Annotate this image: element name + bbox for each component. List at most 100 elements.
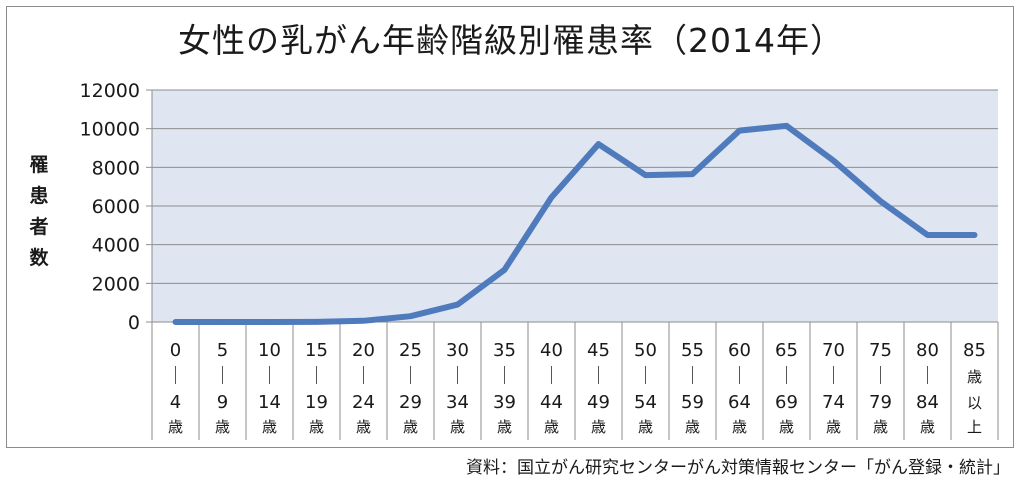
- data-point: [174, 320, 177, 324]
- y-axis-ticks: 12000 10000 8000 6000 4000 2000 0: [80, 80, 153, 334]
- x-category-text: 35: [493, 340, 516, 361]
- x-category-text: ｜: [496, 366, 514, 387]
- x-category-text: 25: [399, 340, 422, 361]
- x-category-text: 5: [217, 340, 228, 361]
- x-category-label: 30 ｜ 34 歳: [446, 340, 469, 436]
- x-category-text: 75: [869, 340, 892, 361]
- x-category-text: 4: [170, 392, 181, 413]
- x-category-text: 20: [352, 340, 375, 361]
- x-category-text: ｜: [684, 366, 702, 387]
- y-tick-label: 0: [128, 312, 140, 334]
- x-category-text: 49: [587, 392, 610, 413]
- x-category-label: 55 ｜ 59 歳: [681, 340, 704, 436]
- data-point: [973, 233, 976, 237]
- x-category-text: 以: [967, 394, 982, 412]
- x-category-text: 55: [681, 340, 704, 361]
- x-category-text: 歳: [826, 418, 841, 436]
- x-category-text: 9: [217, 392, 228, 413]
- x-category-text: ｜: [637, 366, 655, 387]
- x-category-label: 85 歳以上: [963, 340, 986, 436]
- x-category-text: 歳: [779, 418, 794, 436]
- x-category-label: 75 ｜ 79 歳: [869, 340, 892, 436]
- data-point: [409, 314, 412, 318]
- x-category-text: 10: [258, 340, 281, 361]
- x-category-text: ｜: [402, 366, 420, 387]
- x-category-text: 45: [587, 340, 610, 361]
- x-category-text: 64: [728, 392, 751, 413]
- x-category-text: 19: [305, 392, 328, 413]
- x-category-text: 15: [305, 340, 328, 361]
- x-category-text: ｜: [872, 366, 890, 387]
- x-category-text: ｜: [919, 366, 937, 387]
- chart-title: 女性の乳がん年齢階級別罹患率（2014年）: [178, 21, 844, 60]
- x-category-label: 80 ｜ 84 歳: [916, 340, 939, 436]
- x-category-text: 歳: [403, 418, 418, 436]
- y-tick-label: 8000: [92, 157, 140, 179]
- plot-area: [152, 89, 998, 323]
- x-category-text: 0: [170, 340, 181, 361]
- y-tick-label: 2000: [92, 273, 140, 295]
- data-point: [456, 303, 459, 307]
- x-category-text: 歳: [168, 418, 183, 436]
- y-axis-label-char: 者: [29, 216, 49, 238]
- x-category-text: 74: [822, 392, 845, 413]
- x-category-text: 40: [540, 340, 563, 361]
- x-category-text: ｜: [590, 366, 608, 387]
- x-category-label: 20 ｜ 24 歳: [352, 340, 375, 436]
- x-category-text: ｜: [731, 366, 749, 387]
- x-category-text: 50: [634, 340, 657, 361]
- data-point: [550, 195, 553, 199]
- data-point: [785, 124, 788, 128]
- x-category-text: 歳: [356, 418, 371, 436]
- x-category-text: 歳: [544, 418, 559, 436]
- data-point: [221, 320, 224, 324]
- x-category-text: 歳: [967, 368, 982, 386]
- x-category-text: 85: [963, 340, 986, 361]
- y-axis-label-char: 数: [29, 247, 49, 269]
- data-point: [503, 268, 506, 272]
- data-point: [362, 319, 365, 323]
- y-axis-label-char: 患: [29, 185, 49, 207]
- x-category-text: ｜: [778, 366, 796, 387]
- y-tick-label: 4000: [92, 235, 140, 257]
- x-category-label: 5 ｜ 9 歳: [214, 340, 232, 436]
- x-category-text: 39: [493, 392, 516, 413]
- x-category-text: ｜: [167, 366, 185, 387]
- x-category-label: 60 ｜ 64 歳: [728, 340, 751, 436]
- x-category-text: 上: [967, 418, 982, 436]
- x-category-text: ｜: [825, 366, 843, 387]
- data-point: [691, 172, 694, 176]
- data-point: [315, 320, 318, 324]
- source-note: 資料：国立がん研究センターがん対策情報センター「がん登録・統計」: [466, 458, 1010, 478]
- x-category-text: 歳: [638, 418, 653, 436]
- series-line: [172, 122, 978, 325]
- x-category-text: 79: [869, 392, 892, 413]
- x-category-text: 30: [446, 340, 469, 361]
- x-category-text: 84: [916, 392, 939, 413]
- x-category-text: ｜: [261, 366, 279, 387]
- x-category-text: 歳: [591, 418, 606, 436]
- x-category-label: 25 ｜ 29 歳: [399, 340, 422, 436]
- x-category-text: 80: [916, 340, 939, 361]
- x-category-text: 44: [540, 392, 563, 413]
- y-tick-label: 12000: [80, 80, 140, 102]
- x-category-text: 70: [822, 340, 845, 361]
- data-point: [926, 233, 929, 237]
- x-category-text: 29: [399, 392, 422, 413]
- x-category-text: ｜: [355, 366, 373, 387]
- x-category-label: 50 ｜ 54 歳: [634, 340, 657, 436]
- y-axis-label-char: 罹: [29, 154, 49, 176]
- x-category-label: 0 ｜ 4 歳: [167, 340, 185, 436]
- y-axis-label: 罹患者数: [24, 150, 54, 274]
- x-category-text: ｜: [449, 366, 467, 387]
- x-category-label: 10 ｜ 14 歳: [258, 340, 281, 436]
- x-category-text: ｜: [308, 366, 326, 387]
- x-category-text: 歳: [685, 418, 700, 436]
- data-point: [879, 199, 882, 203]
- series-lines: [172, 122, 978, 325]
- x-category-text: 歳: [309, 418, 324, 436]
- x-category-text: 歳: [920, 418, 935, 436]
- data-point: [268, 320, 271, 324]
- y-tick-label: 6000: [92, 196, 140, 218]
